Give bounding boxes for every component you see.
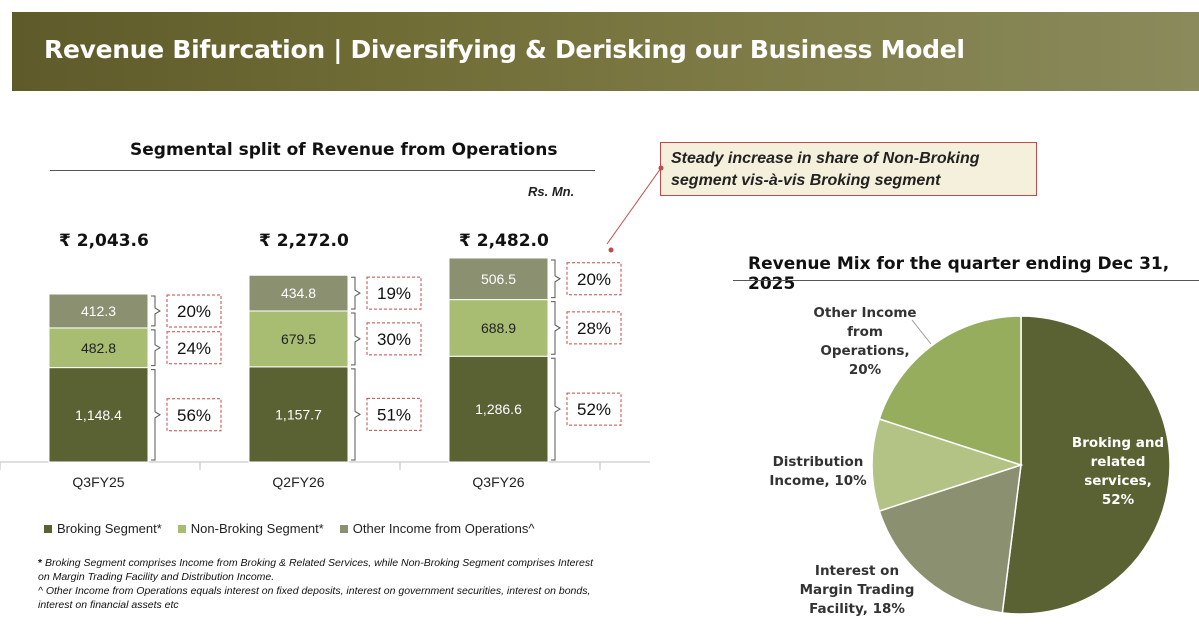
- callout-pointer-dot-end: [608, 247, 614, 253]
- pie-leader-line-other: [911, 319, 932, 345]
- legend-item-broking: Broking Segment*: [44, 521, 162, 536]
- share-label-Q3FY26-0: 52%: [577, 400, 611, 419]
- pie-slice-0: [1001, 315, 1171, 615]
- bar-value-label-Q3FY26-2: 506.5: [481, 271, 516, 287]
- share-label-Q3FY26-1: 28%: [577, 319, 611, 338]
- pie-label-3-line-2: Operations,: [820, 343, 909, 359]
- bar-Q2FY26-segment-1: [248, 310, 349, 368]
- bar-brace-Q3FY25-2: [151, 295, 161, 327]
- pie-label-1: Interest on Margin Trading Facility, 18%: [800, 563, 915, 617]
- pie-label-0-line-3: 52%: [1102, 492, 1135, 508]
- header-banner: Revenue Bifurcation | Diversifying & Der…: [12, 12, 1199, 91]
- bar-brace-Q2FY26-0: [351, 368, 361, 461]
- share-label-Q2FY26-2: 19%: [377, 284, 411, 303]
- bar-chart-title: Segmental split of Revenue from Operatio…: [130, 140, 558, 160]
- pie-chart-title-rule: [733, 280, 1199, 281]
- share-box-Q3FY25-2: [166, 294, 222, 328]
- pie-label-2-line-0: Distribution: [773, 454, 864, 470]
- share-box-Q3FY26-2: [566, 262, 622, 296]
- share-box-Q3FY26-0: [566, 392, 622, 426]
- pie-label-0-line-0: Broking and: [1072, 435, 1164, 451]
- footnote-other-income: ^ Other Income from Operations equals in…: [38, 585, 591, 611]
- bar-Q3FY25-segment-1: [48, 327, 149, 369]
- bar-Q3FY26-segment-2: [448, 257, 549, 301]
- bar-brace-Q2FY26-2: [351, 276, 361, 310]
- legend-item-non-broking: Non-Broking Segment*: [177, 521, 324, 536]
- bar-value-label-Q2FY26-0: 1,157.7: [275, 406, 322, 422]
- pie-slice-3: [878, 315, 1022, 467]
- share-label-Q2FY26-0: 51%: [377, 405, 411, 424]
- pie-label-3-line-0: Other Income: [813, 305, 916, 321]
- bar-Q3FY26-segment-0: [448, 355, 549, 463]
- bar-brace-Q3FY25-1: [151, 329, 161, 367]
- pie-label-0-line-1: related: [1091, 454, 1146, 470]
- bar-chart-unit: Rs. Mn.: [528, 184, 575, 199]
- bar-value-label-Q2FY26-1: 679.5: [281, 331, 316, 347]
- legend-swatch-non-broking: [177, 524, 186, 533]
- bar-chart-legend: Broking Segment* Non-Broking Segment* Ot…: [44, 521, 534, 536]
- share-label-Q3FY25-0: 56%: [177, 406, 211, 425]
- bar-value-label-Q3FY25-0: 1,148.4: [75, 407, 122, 423]
- category-label-Q3FY26: Q3FY26: [472, 474, 524, 490]
- bar-total-label-Q3FY26: ₹ 2,482.0: [459, 231, 549, 251]
- bar-Q3FY25-segment-2: [48, 293, 149, 329]
- bar-brace-Q3FY26-2: [551, 259, 561, 299]
- pie-label-2: Distribution Income, 10%: [769, 454, 867, 489]
- pie-label-3-line-1: from: [847, 324, 883, 340]
- callout-pointer-line: [606, 167, 662, 245]
- insight-callout: Steady increase in share of Non-Broking …: [660, 142, 1037, 196]
- category-label-Q3FY25: Q3FY25: [72, 474, 124, 490]
- pie-label-1-line-1: Margin Trading: [800, 582, 915, 598]
- bar-chart-title-rule: [50, 170, 595, 171]
- pie-slice-2: [871, 418, 1024, 512]
- legend-swatch-other: [339, 524, 348, 533]
- bar-brace-Q3FY26-0: [551, 357, 561, 461]
- bar-value-label-Q3FY26-1: 688.9: [481, 320, 516, 336]
- legend-item-other: Other Income from Operations^: [339, 521, 535, 536]
- bar-total-label-Q2FY26: ₹ 2,272.0: [259, 231, 349, 251]
- legend-label-non-broking: Non-Broking Segment*: [190, 521, 324, 536]
- pie-label-1-line-2: Facility, 18%: [809, 601, 905, 617]
- pie-label-1-line-0: Interest on: [815, 563, 899, 579]
- legend-label-other: Other Income from Operations^: [352, 521, 535, 536]
- pie-label-3-line-3: 20%: [849, 362, 882, 378]
- pie-slice-1: [878, 463, 1022, 614]
- share-label-Q3FY25-1: 24%: [177, 339, 211, 358]
- pie-label-0: Broking and related services, 52%: [1072, 435, 1164, 508]
- bar-Q2FY26-segment-0: [248, 366, 349, 463]
- legend-label-broking: Broking Segment*: [57, 521, 162, 536]
- bar-value-label-Q3FY25-2: 412.3: [81, 303, 116, 319]
- bar-brace-Q3FY26-1: [551, 301, 561, 355]
- footnotes: * Broking Segment comprises Income from …: [38, 556, 598, 612]
- legend-swatch-broking: [44, 524, 52, 533]
- bar-Q3FY26-segment-1: [448, 299, 549, 357]
- share-box-Q3FY26-1: [566, 311, 622, 345]
- pie-label-3: Other Income from Operations, 20%: [813, 305, 916, 378]
- pie-label-0-line-2: services,: [1084, 473, 1152, 489]
- share-box-Q2FY26-1: [366, 322, 422, 356]
- share-box-Q3FY25-1: [166, 331, 222, 365]
- footnote-broking: * Broking Segment comprises Income from …: [38, 556, 598, 584]
- bar-value-label-Q3FY25-1: 482.8: [81, 340, 116, 356]
- bar-brace-Q3FY25-0: [151, 369, 161, 461]
- share-box-Q3FY25-0: [166, 398, 222, 432]
- share-label-Q2FY26-1: 30%: [377, 330, 411, 349]
- category-label-Q2FY26: Q2FY26: [272, 474, 324, 490]
- footnote-star-mark: *: [38, 557, 43, 569]
- callout-pointer-dot-start: [658, 165, 664, 171]
- share-label-Q3FY26-2: 20%: [577, 270, 611, 289]
- share-box-Q2FY26-0: [366, 397, 422, 431]
- footnote-star-text: Broking Segment comprises Income from Br…: [38, 557, 593, 583]
- share-label-Q3FY25-2: 20%: [177, 302, 211, 321]
- share-box-Q2FY26-2: [366, 276, 422, 310]
- pie-chart-title: Revenue Mix for the quarter ending Dec 3…: [748, 254, 1170, 294]
- bar-value-label-Q3FY26-0: 1,286.6: [475, 401, 522, 417]
- bar-value-label-Q2FY26-2: 434.8: [281, 285, 316, 301]
- bar-brace-Q2FY26-1: [351, 312, 361, 366]
- page-title: Revenue Bifurcation | Diversifying & Der…: [44, 35, 965, 64]
- pie-label-2-line-1: Income, 10%: [769, 473, 867, 489]
- bar-total-label-Q3FY25: ₹ 2,043.6: [59, 231, 149, 251]
- bar-Q2FY26-segment-2: [248, 274, 349, 312]
